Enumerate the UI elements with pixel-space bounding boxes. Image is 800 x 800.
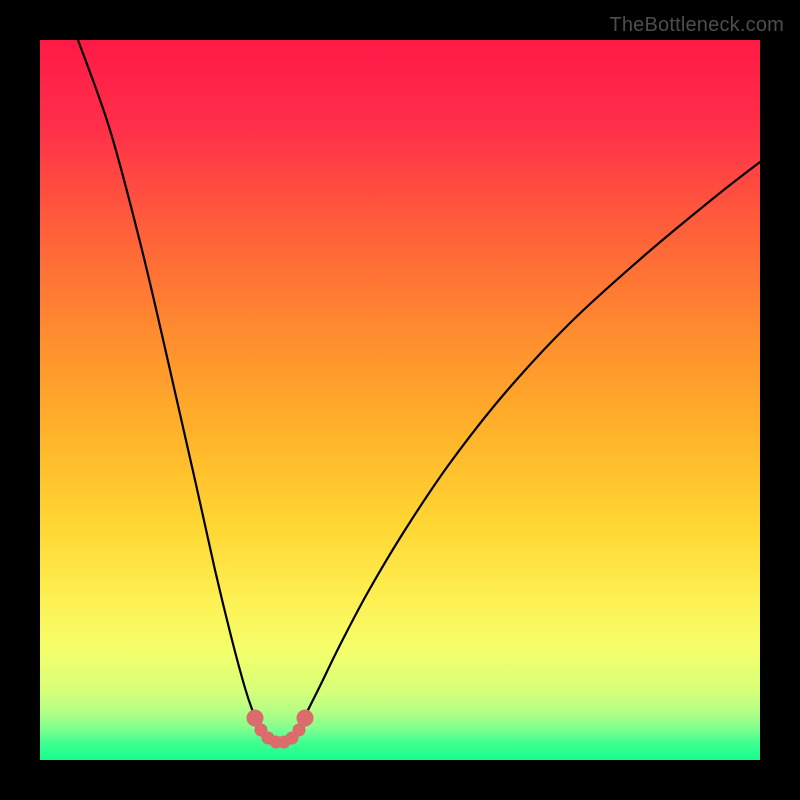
curve-right-branch [300, 162, 760, 726]
necklace-bead [297, 710, 314, 727]
curve-left-branch [78, 40, 259, 726]
chart-curve-layer [40, 40, 760, 760]
watermark-text: TheBottleneck.com [609, 14, 784, 37]
necklace-marker [247, 710, 314, 749]
plot-area [40, 40, 760, 760]
chart-frame: { "watermark": { "text": "TheBottleneck.… [0, 0, 800, 800]
